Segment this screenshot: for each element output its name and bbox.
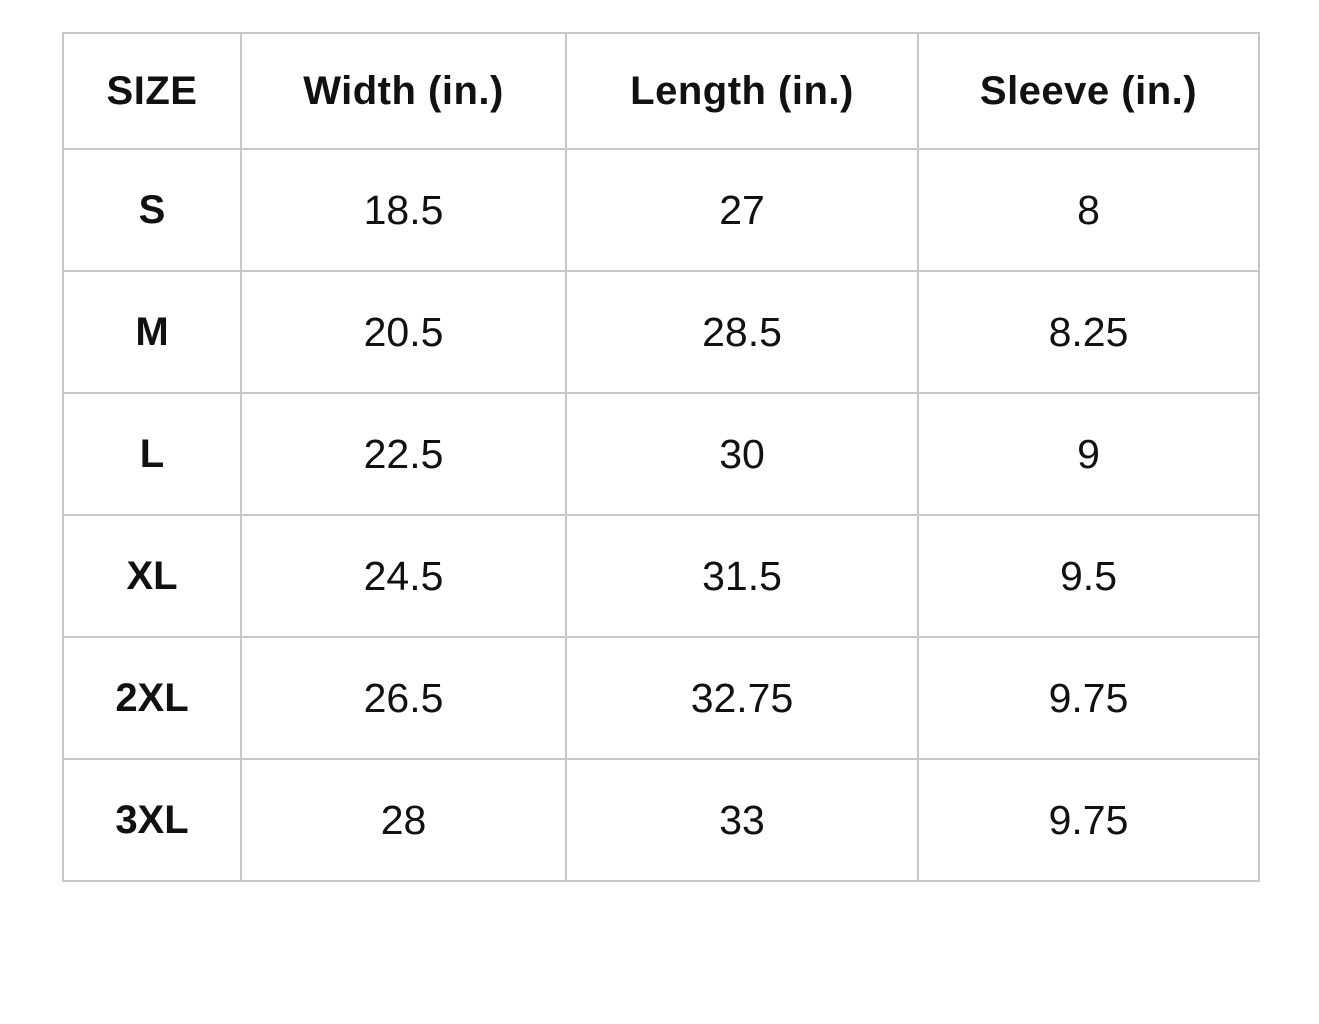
length-cell: 30 — [565, 392, 919, 516]
width-cell: 28 — [240, 758, 567, 882]
length-cell: 32.75 — [565, 636, 919, 760]
size-cell: M — [62, 270, 242, 394]
length-cell: 31.5 — [565, 514, 919, 638]
sleeve-cell: 9.5 — [917, 514, 1260, 638]
sleeve-cell: 9.75 — [917, 636, 1260, 760]
width-cell: 26.5 — [240, 636, 567, 760]
sleeve-cell: 8 — [917, 148, 1260, 272]
size-cell: L — [62, 392, 242, 516]
header-cell-length: Length (in.) — [565, 32, 919, 150]
width-cell: 24.5 — [240, 514, 567, 638]
size-cell: 2XL — [62, 636, 242, 760]
table-row: 2XL 26.5 32.75 9.75 — [62, 636, 1260, 760]
length-cell: 27 — [565, 148, 919, 272]
header-row: SIZE Width (in.) Length (in.) Sleeve (in… — [62, 32, 1260, 150]
width-cell: 22.5 — [240, 392, 567, 516]
sleeve-cell: 9.75 — [917, 758, 1260, 882]
table-row: L 22.5 30 9 — [62, 392, 1260, 516]
table-row: S 18.5 27 8 — [62, 148, 1260, 272]
header-cell-sleeve: Sleeve (in.) — [917, 32, 1260, 150]
table-row: 3XL 28 33 9.75 — [62, 758, 1260, 882]
size-cell: S — [62, 148, 242, 272]
width-cell: 18.5 — [240, 148, 567, 272]
width-cell: 20.5 — [240, 270, 567, 394]
header-cell-size: SIZE — [62, 32, 242, 150]
header-cell-width: Width (in.) — [240, 32, 567, 150]
table-row: M 20.5 28.5 8.25 — [62, 270, 1260, 394]
sleeve-cell: 8.25 — [917, 270, 1260, 394]
length-cell: 28.5 — [565, 270, 919, 394]
sleeve-cell: 9 — [917, 392, 1260, 516]
size-chart-table: SIZE Width (in.) Length (in.) Sleeve (in… — [62, 32, 1260, 882]
size-cell: 3XL — [62, 758, 242, 882]
length-cell: 33 — [565, 758, 919, 882]
size-cell: XL — [62, 514, 242, 638]
table-row: XL 24.5 31.5 9.5 — [62, 514, 1260, 638]
